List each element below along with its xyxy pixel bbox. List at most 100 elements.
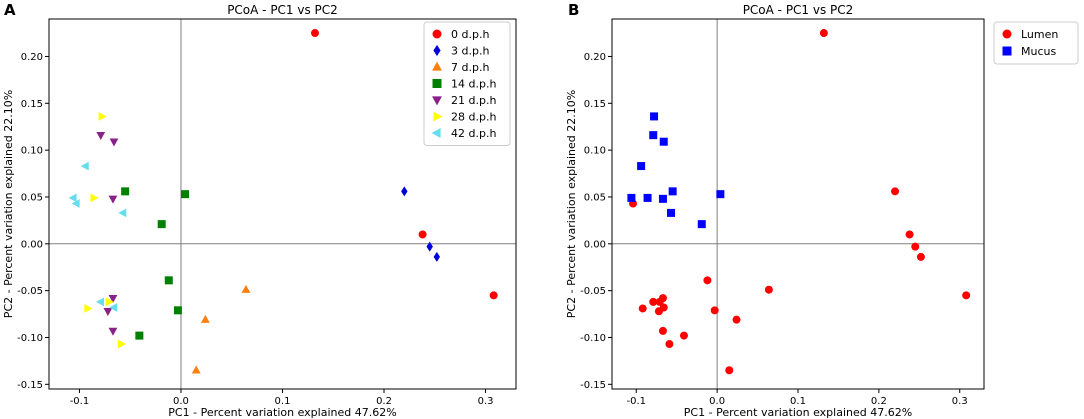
data-point xyxy=(95,297,104,307)
data-point xyxy=(200,314,210,323)
data-point xyxy=(181,190,190,199)
data-point xyxy=(665,340,674,349)
legend-label: 3 d.p.h xyxy=(451,45,489,58)
legend-marker xyxy=(431,128,441,138)
x-axis-label: PC1 - Percent variation explained 47.62% xyxy=(168,406,396,419)
data-point xyxy=(638,304,647,313)
data-point xyxy=(667,208,676,217)
data-point xyxy=(916,252,925,261)
chart-title: PCoA - PC1 vs PC2 xyxy=(743,3,854,17)
data-point xyxy=(668,187,677,196)
panel-a: A PCoA - PC1 vs PC2 -0.1 0.0 0.1 0.2 0.3 -0.15 -… xyxy=(2,1,517,419)
data-point xyxy=(433,251,441,262)
data-point xyxy=(659,137,668,146)
data-point xyxy=(764,285,773,294)
x-axis-label: PC1 - Percent variation explained 47.62% xyxy=(684,406,912,419)
data-point xyxy=(819,29,828,38)
data-point xyxy=(84,304,93,313)
data-point xyxy=(191,365,201,374)
data-point xyxy=(105,297,114,307)
x-tick-label: -0.1 xyxy=(627,396,647,407)
y-tick-label: 0.00 xyxy=(21,239,43,250)
legend-marker xyxy=(433,111,443,122)
data-point xyxy=(643,193,652,202)
x-tick-label: 0.1 xyxy=(275,396,291,407)
data-point xyxy=(725,366,734,375)
y-tick-label: -0.10 xyxy=(17,333,43,344)
data-point xyxy=(96,131,106,140)
data-point xyxy=(109,138,119,147)
data-point xyxy=(697,220,706,229)
legend-label: 0 d.p.h xyxy=(451,28,489,41)
data-point xyxy=(418,230,427,239)
data-point xyxy=(649,131,658,140)
data-point xyxy=(98,112,107,121)
data-point xyxy=(80,161,89,171)
legend-marker xyxy=(432,29,442,39)
x-tick-label: -0.1 xyxy=(70,396,90,407)
data-point xyxy=(108,195,118,204)
data-point xyxy=(117,339,126,349)
y-axis-label: PC2 - Percent variation explained 22.10% xyxy=(565,90,578,318)
y-tick-label: 0.20 xyxy=(21,52,43,63)
legend-label: 14 d.p.h xyxy=(451,78,496,91)
legend-box xyxy=(993,21,1079,65)
legend-marker xyxy=(432,61,442,71)
x-tick-label: 0.3 xyxy=(478,396,494,407)
y-tick-label: 0.05 xyxy=(584,192,606,203)
data-point xyxy=(716,190,725,199)
y-tick-label: -0.15 xyxy=(580,380,606,391)
data-point xyxy=(710,306,719,315)
legend-label: 42 d.p.h xyxy=(451,127,496,140)
data-point xyxy=(649,297,658,306)
data-point xyxy=(401,186,408,197)
x-tick-label: 0.2 xyxy=(871,396,887,407)
x-tick-label: 0.0 xyxy=(709,396,725,407)
legend-label: Lumen xyxy=(1021,28,1058,41)
data-point xyxy=(650,112,659,121)
data-point xyxy=(659,303,668,312)
legend-box xyxy=(423,21,511,146)
data-point xyxy=(173,306,182,315)
data-point xyxy=(911,242,920,251)
x-tick-label: 0.1 xyxy=(790,396,806,407)
y-axis-label: PC2 - Percent variation explained 22.10% xyxy=(2,90,15,318)
data-point xyxy=(627,193,636,202)
data-point xyxy=(310,29,319,38)
legend-label: 21 d.p.h xyxy=(451,94,496,107)
data-point xyxy=(732,315,741,324)
y-tick-label: 0.10 xyxy=(21,146,43,157)
x-tick-label: 0.0 xyxy=(173,396,189,407)
data-point xyxy=(164,276,173,285)
legend-label: 7 d.p.h xyxy=(451,61,489,74)
data-point xyxy=(426,241,433,252)
panel-b: B PCoA - PC1 vs PC2 -0.1 0.0 0.1 0.2 0.3 -0.15 -… xyxy=(565,1,1079,419)
y-tick-label: -0.05 xyxy=(580,286,606,297)
data-point xyxy=(679,331,688,340)
legend-label: Mucus xyxy=(1021,45,1056,58)
data-point xyxy=(637,162,646,171)
legend-marker xyxy=(432,96,442,106)
legend-marker xyxy=(433,44,441,57)
data-point xyxy=(68,193,77,203)
chart-title: PCoA - PC1 vs PC2 xyxy=(227,3,338,17)
plot-frame xyxy=(611,18,985,390)
data-point xyxy=(109,303,118,312)
data-point xyxy=(658,326,667,335)
x-tick-label: 0.3 xyxy=(952,396,968,407)
data-point xyxy=(962,291,971,300)
y-tick-label: 0.00 xyxy=(584,239,606,250)
x-tick-label: 0.2 xyxy=(376,396,392,407)
legend-marker xyxy=(1002,29,1012,39)
data-point xyxy=(90,193,99,203)
y-tick-label: 0.15 xyxy=(584,99,606,110)
data-point xyxy=(489,291,498,300)
y-tick-label: -0.15 xyxy=(17,380,43,391)
data-point xyxy=(658,194,667,203)
y-tick-label: 0.10 xyxy=(584,146,606,157)
data-point xyxy=(121,187,130,196)
legend-marker xyxy=(1002,46,1012,56)
data-point xyxy=(157,220,166,229)
data-point xyxy=(241,284,251,293)
